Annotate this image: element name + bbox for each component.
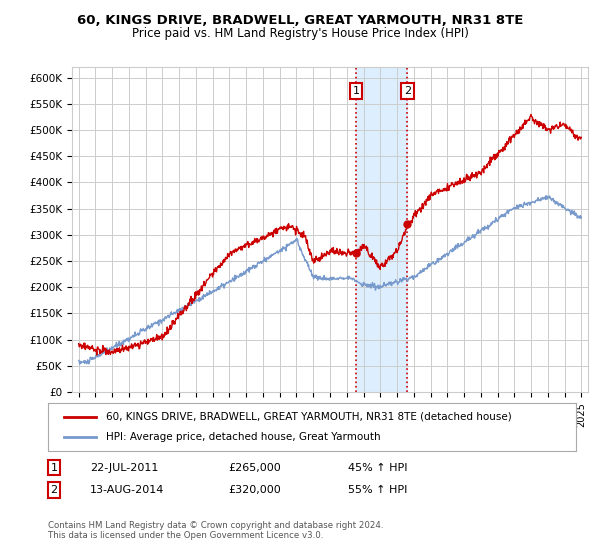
Text: 60, KINGS DRIVE, BRADWELL, GREAT YARMOUTH, NR31 8TE: 60, KINGS DRIVE, BRADWELL, GREAT YARMOUT…: [77, 14, 523, 27]
Text: 2: 2: [404, 86, 411, 96]
Text: 1: 1: [50, 463, 58, 473]
Text: 22-JUL-2011: 22-JUL-2011: [90, 463, 158, 473]
Text: 45% ↑ HPI: 45% ↑ HPI: [348, 463, 407, 473]
Text: Contains HM Land Registry data © Crown copyright and database right 2024.
This d: Contains HM Land Registry data © Crown c…: [48, 521, 383, 540]
Text: HPI: Average price, detached house, Great Yarmouth: HPI: Average price, detached house, Grea…: [106, 432, 381, 442]
Text: £265,000: £265,000: [228, 463, 281, 473]
Text: £320,000: £320,000: [228, 485, 281, 495]
Text: 1: 1: [352, 86, 359, 96]
Text: 2: 2: [50, 485, 58, 495]
Text: 60, KINGS DRIVE, BRADWELL, GREAT YARMOUTH, NR31 8TE (detached house): 60, KINGS DRIVE, BRADWELL, GREAT YARMOUT…: [106, 412, 512, 422]
Text: 55% ↑ HPI: 55% ↑ HPI: [348, 485, 407, 495]
Bar: [356, 67, 407, 392]
Text: 13-AUG-2014: 13-AUG-2014: [90, 485, 164, 495]
Text: Price paid vs. HM Land Registry's House Price Index (HPI): Price paid vs. HM Land Registry's House …: [131, 27, 469, 40]
